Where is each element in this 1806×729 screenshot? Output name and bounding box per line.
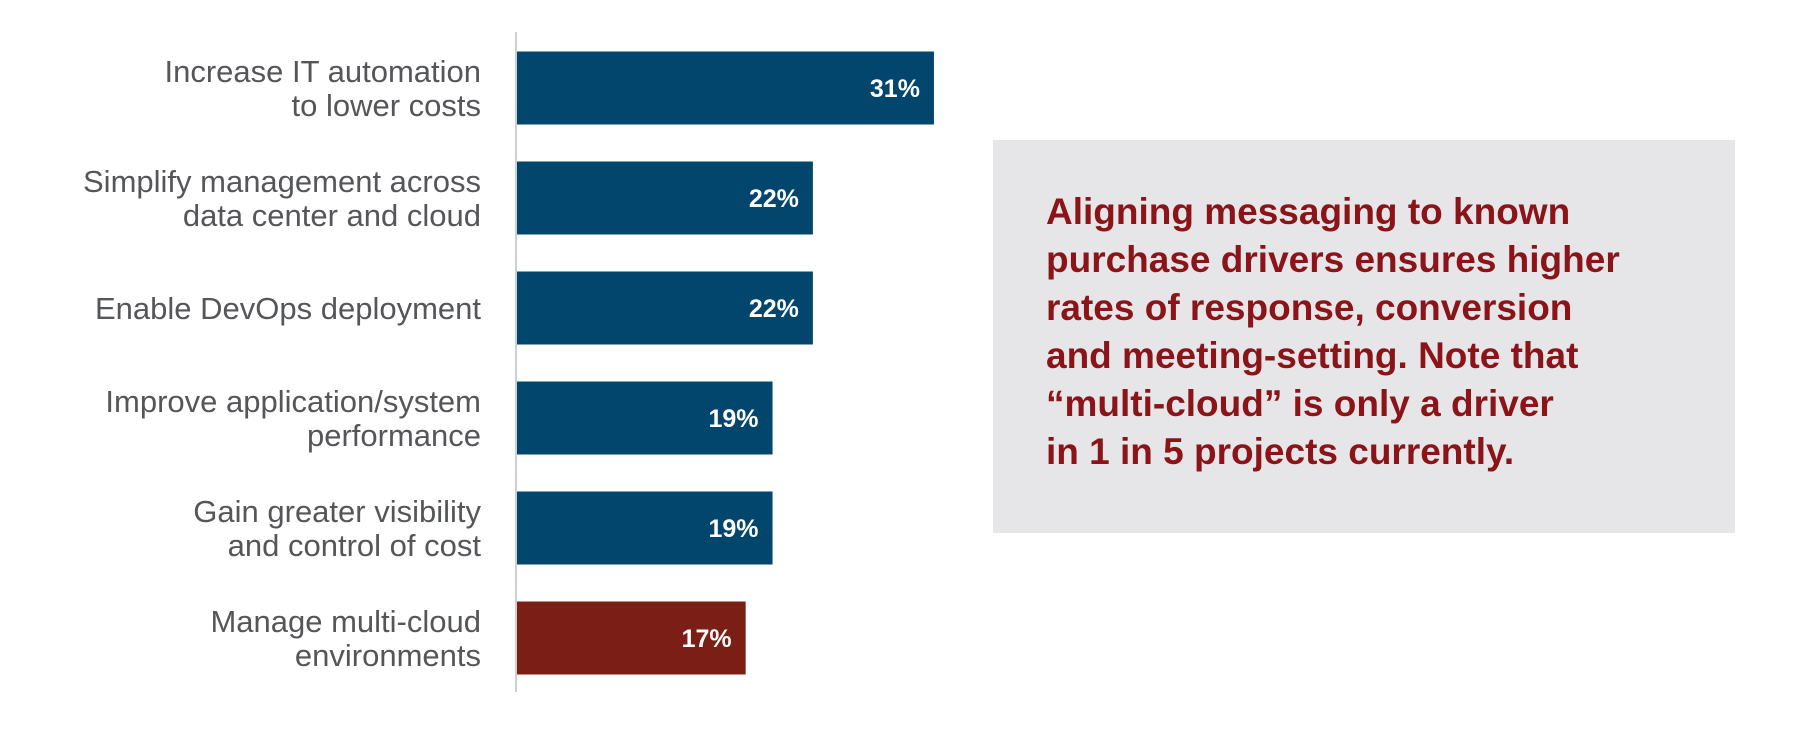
category-label-line: Increase IT automation (165, 54, 482, 89)
bar-value-label: 22% (749, 185, 799, 213)
callout-line: Aligning messaging to known (1046, 191, 1571, 232)
callout-line: in 1 in 5 projects currently. (1046, 431, 1515, 472)
bar-value-label: 22% (749, 295, 799, 323)
bar-value-label: 19% (709, 405, 759, 433)
category-label-line: to lower costs (291, 88, 481, 123)
bar-value-label: 19% (709, 515, 759, 543)
bar (517, 601, 746, 675)
callout-text: Aligning messaging to known purchase dri… (1046, 188, 1695, 476)
bar-value-label: 17% (682, 625, 732, 653)
category-label: Manage multi-cloud environments (210, 604, 481, 673)
category-label: Increase IT automation to lower costs (165, 54, 482, 123)
category-label: Enable DevOps deployment (95, 291, 481, 326)
bars-group: 31% Increase IT automation to lower costs 2… (83, 51, 934, 675)
category-label-line: environments (295, 638, 481, 673)
category-label: Gain greater visibility and control of co… (193, 494, 481, 563)
category-label-line: Simplify management across (83, 164, 481, 199)
callout-line: purchase drivers ensures higher (1046, 239, 1620, 280)
category-label-line: performance (307, 418, 481, 453)
category-label-line: Gain greater visibility (193, 494, 481, 529)
category-label-line: and control of cost (228, 528, 482, 563)
category-label: Simplify management across data center an… (83, 164, 481, 233)
bar (517, 161, 813, 235)
bar (517, 491, 773, 565)
bar (517, 271, 813, 345)
callout-box: Aligning messaging to known purchase dri… (993, 140, 1735, 533)
bar (517, 51, 934, 125)
bar (517, 381, 773, 455)
category-label: Improve application/system performance (105, 384, 481, 453)
callout-line: “multi-cloud” is only a driver (1046, 383, 1554, 424)
category-label-line: Manage multi-cloud (210, 604, 481, 639)
callout-line: and meeting-setting. Note that (1046, 335, 1579, 376)
bar-value-label: 31% (870, 75, 920, 103)
category-label-line: Enable DevOps deployment (95, 291, 481, 326)
callout-line: rates of response, conversion (1046, 287, 1573, 328)
category-label-line: Improve application/system (105, 384, 481, 419)
category-label-line: data center and cloud (183, 198, 481, 233)
